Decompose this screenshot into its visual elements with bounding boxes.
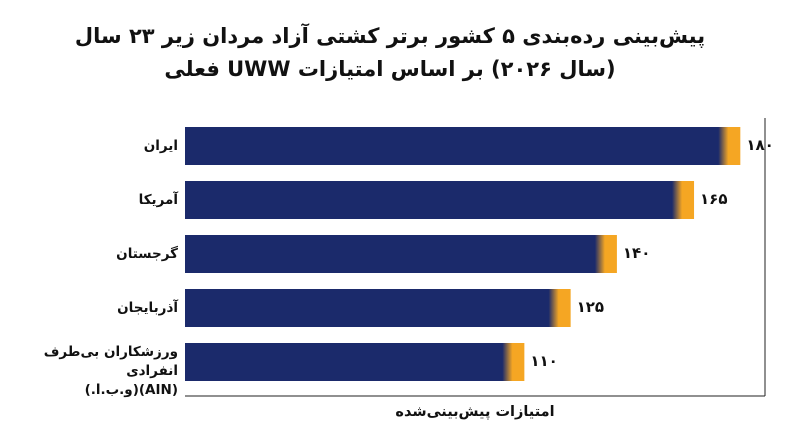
x-axis-label: امتیازات پیش‌بینی‌شده xyxy=(395,404,555,420)
bar xyxy=(185,181,695,219)
bar xyxy=(185,235,617,273)
bar xyxy=(185,343,525,381)
y-tick-label: گرجستان xyxy=(116,245,178,262)
value-label: ۱۱۰ xyxy=(530,352,558,370)
chart-title: پیش‌بینی رده‌بندی ۵ کشور برتر کشتی آزاد … xyxy=(74,24,706,81)
y-tick-label: ورزشکاران بی‌طرف انفرادی (AIN)(و.ب.ا.) xyxy=(43,344,178,398)
y-tick-label: ایران xyxy=(143,137,178,154)
value-label: ۱۲۵ xyxy=(576,298,605,316)
value-label: ۱۶۵ xyxy=(700,190,728,208)
y-tick-label: آمریکا xyxy=(138,191,178,208)
bar xyxy=(185,127,741,165)
value-label: ۱۸۰ xyxy=(746,136,774,154)
y-tick-label: آذربایجان xyxy=(117,299,178,316)
value-label: ۱۴۰ xyxy=(622,244,651,262)
bar xyxy=(185,289,571,327)
